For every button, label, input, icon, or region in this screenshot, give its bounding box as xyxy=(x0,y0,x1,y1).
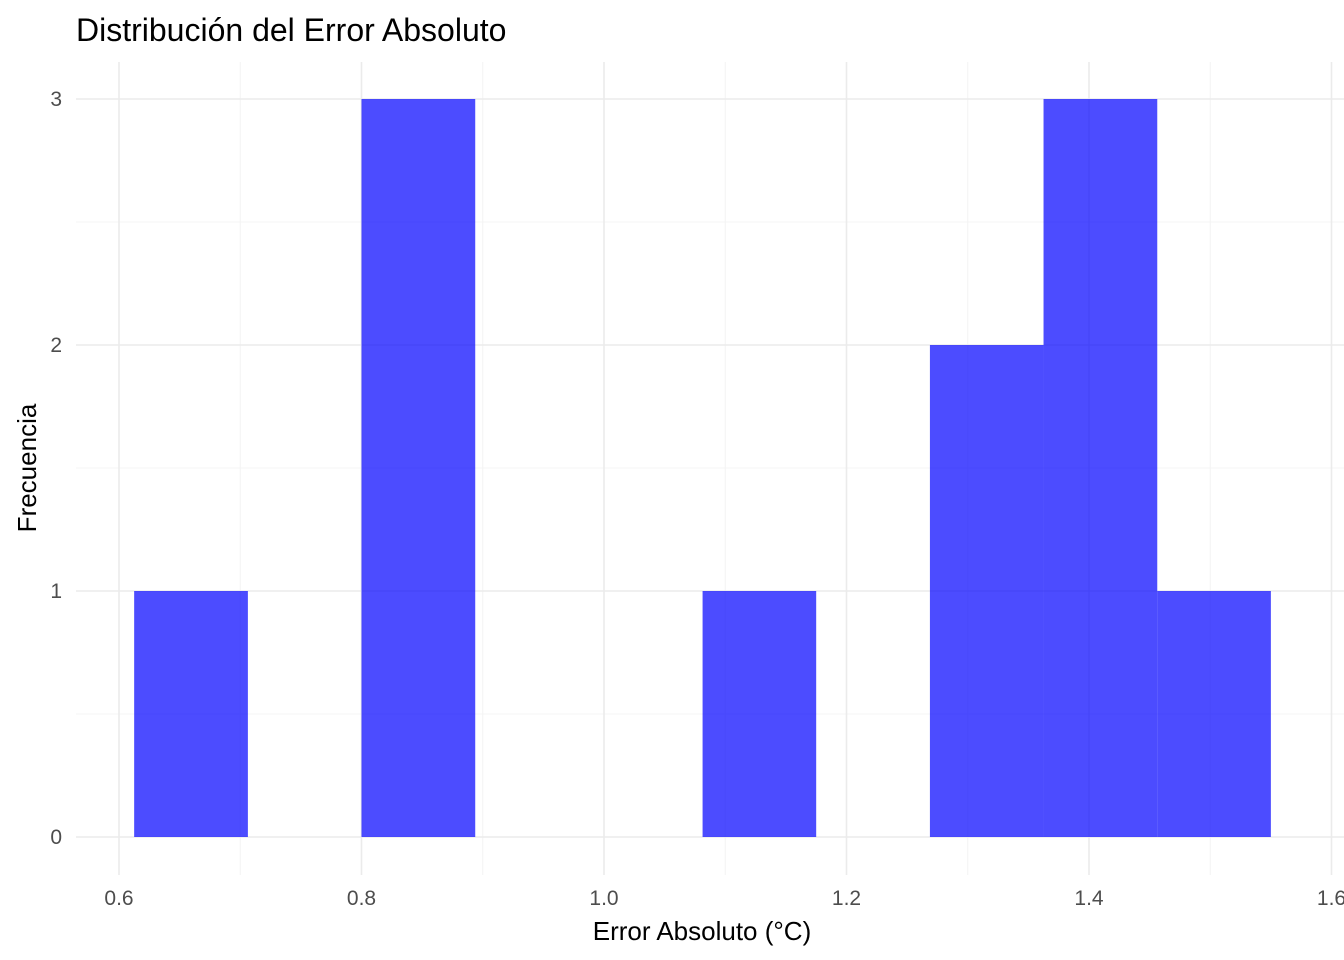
y-tick-label: 1 xyxy=(50,580,62,603)
x-tick-label: 1.4 xyxy=(1074,887,1104,910)
x-axis-ticks: 0.6 0.8 1.0 1.2 1.4 1.6 xyxy=(104,887,1344,910)
histogram-bar-3 xyxy=(702,591,817,837)
x-tick-label: 1.0 xyxy=(589,887,618,910)
y-axis-ticks: 0 1 2 3 xyxy=(50,88,62,849)
histogram-bar-2 xyxy=(361,99,476,837)
histogram-bar-1 xyxy=(134,591,248,837)
x-axis-title: Error Absoluto (°C) xyxy=(593,916,811,946)
x-tick-label: 0.8 xyxy=(347,887,376,910)
x-tick-label: 1.6 xyxy=(1317,887,1344,910)
chart-title: Distribución del Error Absoluto xyxy=(76,12,506,48)
x-tick-label: 1.2 xyxy=(832,887,861,910)
x-tick-label: 0.6 xyxy=(104,887,133,910)
histogram-bar-5 xyxy=(1043,99,1158,837)
histogram-bar-4 xyxy=(929,345,1044,837)
histogram-bars xyxy=(134,99,1271,837)
y-tick-label: 0 xyxy=(50,826,62,849)
histogram-bar-6 xyxy=(1157,591,1271,837)
y-tick-label: 2 xyxy=(50,334,62,357)
y-axis-title: Frecuencia xyxy=(12,403,42,532)
y-tick-label: 3 xyxy=(50,88,62,111)
